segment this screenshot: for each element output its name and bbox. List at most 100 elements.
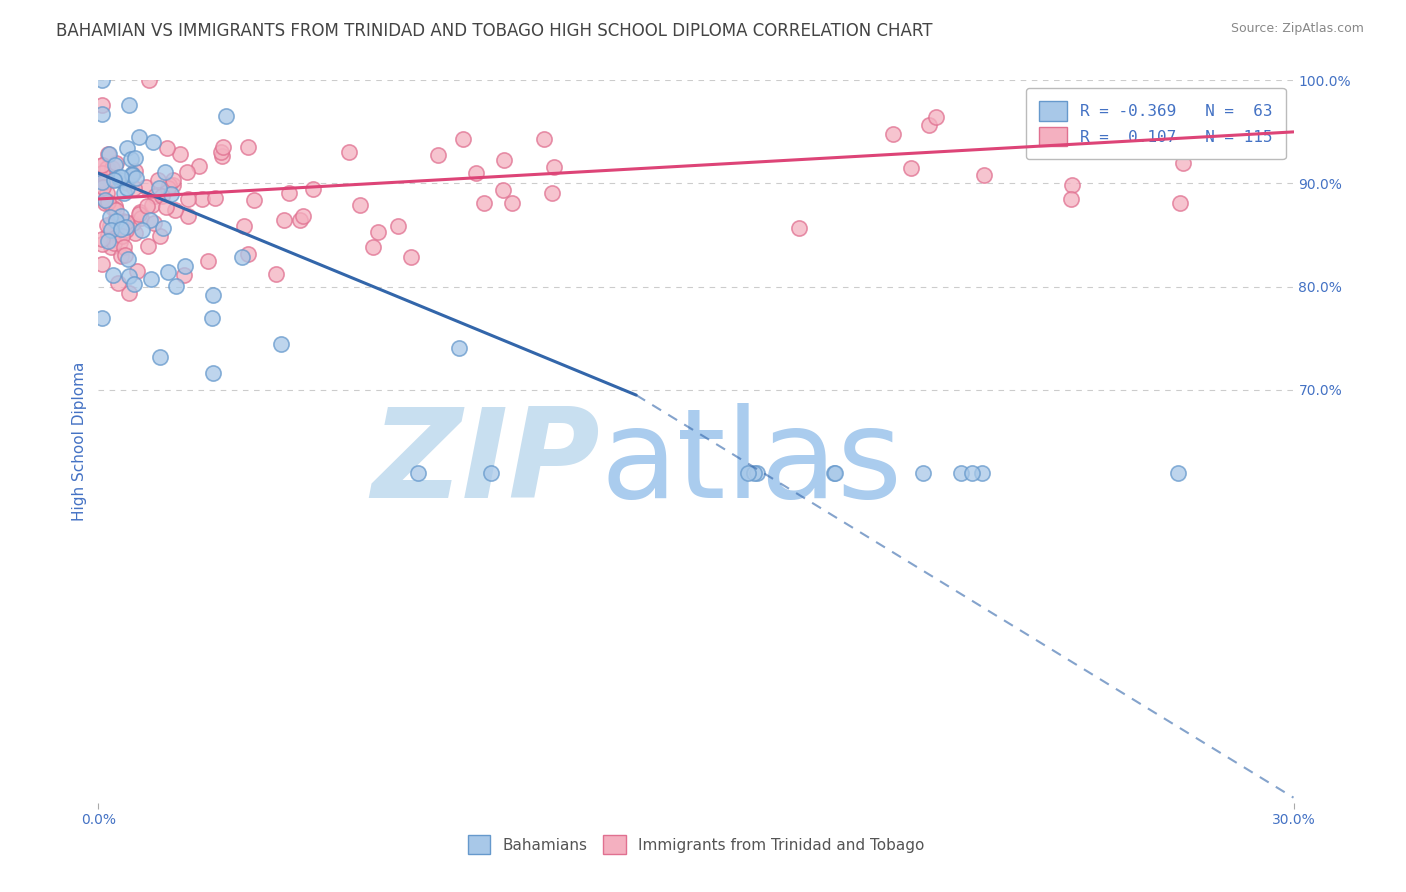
Point <box>472 196 495 211</box>
Point <box>162 178 184 193</box>
Point <box>104 214 127 228</box>
Point <box>211 149 233 163</box>
Point <box>143 188 166 202</box>
Point <box>117 141 139 155</box>
Point <box>115 180 138 194</box>
Point <box>302 182 325 196</box>
Point <box>110 248 132 262</box>
Point <box>103 212 125 227</box>
Point <box>96 161 118 175</box>
Point <box>112 214 135 228</box>
Point <box>266 267 288 281</box>
Point <box>153 165 176 179</box>
Point <box>231 250 253 264</box>
Point <box>100 240 122 254</box>
Point <box>159 186 181 201</box>
Point <box>501 196 523 211</box>
Point <box>91 98 114 112</box>
Point <box>114 215 136 229</box>
Point <box>211 140 233 154</box>
Point <box>128 130 150 145</box>
Point <box>492 153 515 168</box>
Point <box>121 216 143 230</box>
Point <box>176 210 198 224</box>
Point <box>745 466 768 480</box>
Point <box>973 168 995 182</box>
Point <box>238 247 260 261</box>
Point <box>118 98 141 112</box>
Point <box>111 229 134 244</box>
Point <box>533 132 555 146</box>
Point <box>197 253 219 268</box>
Point <box>100 223 122 237</box>
Point <box>138 212 160 227</box>
Point <box>742 466 765 480</box>
Point <box>91 158 114 172</box>
Point <box>108 235 131 249</box>
Point <box>150 189 173 203</box>
Text: Source: ZipAtlas.com: Source: ZipAtlas.com <box>1230 22 1364 36</box>
Point <box>236 140 259 154</box>
Point <box>1167 466 1189 480</box>
Point <box>105 214 128 228</box>
Point <box>243 193 266 207</box>
Point <box>97 194 120 209</box>
Point <box>451 132 474 146</box>
Point <box>173 268 195 282</box>
Point <box>91 166 114 180</box>
Point <box>93 196 115 211</box>
Point <box>117 268 139 283</box>
Point <box>98 219 121 233</box>
Point <box>911 466 934 480</box>
Point <box>91 73 114 87</box>
Point <box>401 251 423 265</box>
Point <box>104 199 127 213</box>
Point <box>98 210 121 224</box>
Point <box>91 180 114 194</box>
Point <box>367 225 389 239</box>
Point <box>406 466 429 480</box>
Point <box>104 172 127 186</box>
Point <box>165 279 187 293</box>
Point <box>273 213 295 227</box>
Point <box>112 240 135 254</box>
Point <box>1168 195 1191 210</box>
Point <box>349 198 371 212</box>
Point <box>1171 156 1194 170</box>
Point <box>960 466 983 480</box>
Point <box>737 466 759 480</box>
Point <box>94 194 117 208</box>
Point <box>101 202 124 216</box>
Point <box>127 263 149 277</box>
Point <box>104 158 127 172</box>
Point <box>124 151 146 165</box>
Point <box>787 221 810 235</box>
Y-axis label: High School Diploma: High School Diploma <box>72 362 87 521</box>
Point <box>125 170 148 185</box>
Point <box>108 170 131 185</box>
Point <box>91 190 114 204</box>
Point <box>120 152 142 166</box>
Point <box>96 186 118 200</box>
Point <box>187 159 209 173</box>
Point <box>103 172 125 186</box>
Point <box>115 176 138 190</box>
Point <box>204 191 226 205</box>
Point <box>900 161 922 175</box>
Point <box>115 220 138 235</box>
Point <box>131 223 153 237</box>
Point <box>97 227 120 242</box>
Point <box>107 276 129 290</box>
Point <box>169 147 191 161</box>
Point <box>925 110 948 124</box>
Point <box>291 210 314 224</box>
Point <box>91 257 114 271</box>
Point <box>114 247 136 261</box>
Point <box>118 286 141 301</box>
Point <box>128 204 150 219</box>
Point <box>91 106 114 120</box>
Text: atlas: atlas <box>600 402 903 524</box>
Point <box>202 287 225 301</box>
Point <box>201 311 224 326</box>
Point <box>112 186 135 200</box>
